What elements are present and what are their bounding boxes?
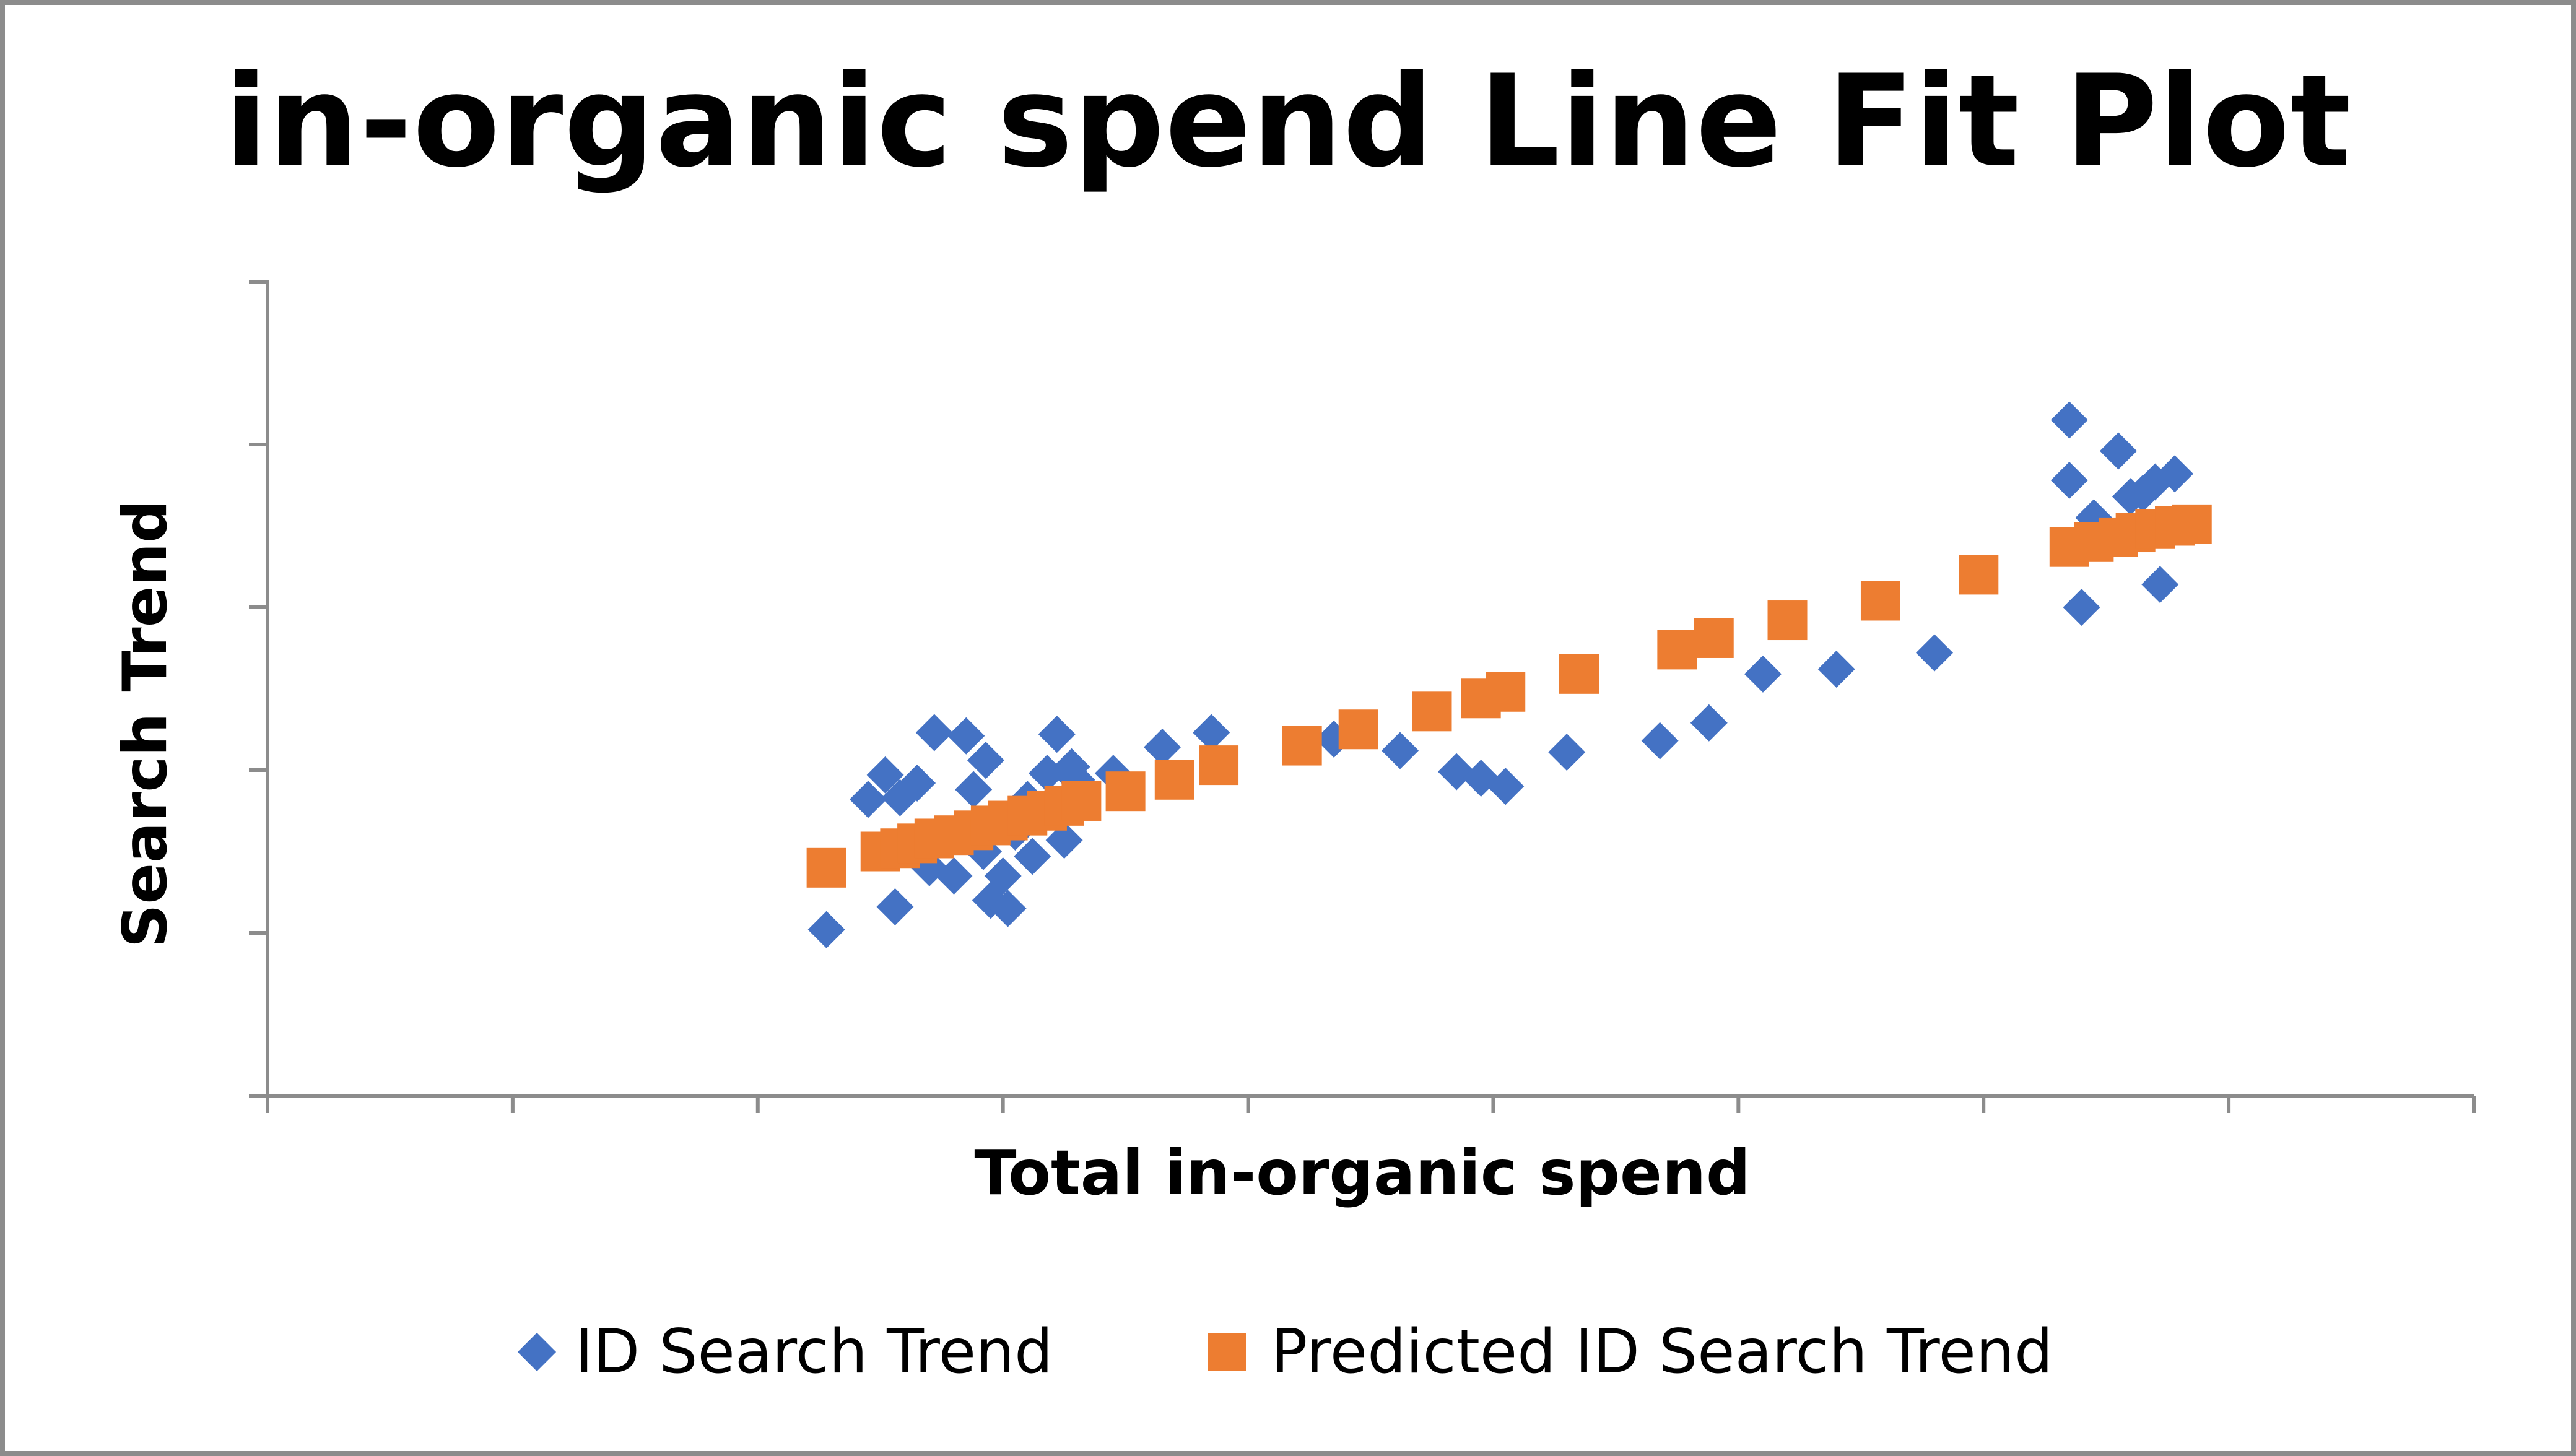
chart-title: in-organic spend Line Fit Plot bbox=[224, 48, 2352, 196]
data-point bbox=[967, 742, 1004, 779]
data-point bbox=[1548, 734, 1586, 771]
x-axis-title: Total in-organic spend bbox=[974, 1137, 1751, 1209]
data-point bbox=[1959, 555, 1999, 595]
legend: ID Search Trend Predicted ID Search Tren… bbox=[0, 1322, 2576, 1382]
data-point bbox=[1282, 726, 1322, 766]
data-point bbox=[2156, 455, 2194, 493]
data-point bbox=[955, 771, 993, 808]
series-predicted-id-search-trend bbox=[806, 504, 2212, 888]
data-point bbox=[2099, 432, 2137, 470]
data-point bbox=[866, 756, 904, 794]
data-point bbox=[947, 717, 985, 755]
data-point bbox=[1486, 672, 1526, 712]
data-point bbox=[1045, 821, 1083, 859]
data-point bbox=[876, 888, 914, 925]
data-point bbox=[807, 911, 845, 948]
data-point bbox=[2172, 504, 2212, 544]
data-point bbox=[1038, 716, 1076, 753]
data-point bbox=[1014, 838, 1051, 875]
data-point bbox=[1744, 655, 1782, 693]
data-point bbox=[849, 781, 887, 818]
square-marker-icon bbox=[1208, 1333, 1247, 1371]
data-point bbox=[1916, 634, 1954, 672]
data-point bbox=[2050, 461, 2088, 499]
legend-item-predicted-id-search-trend: Predicted ID Search Trend bbox=[1208, 1322, 2053, 1382]
data-point bbox=[2141, 566, 2179, 604]
data-point bbox=[1657, 630, 1697, 670]
data-point bbox=[1143, 729, 1181, 766]
data-point bbox=[1105, 771, 1146, 812]
legend-item-id-search-trend: ID Search Trend bbox=[517, 1317, 1053, 1387]
data-point bbox=[899, 765, 936, 802]
data-point bbox=[1641, 722, 1679, 760]
data-point bbox=[1487, 768, 1525, 805]
data-point bbox=[1817, 650, 1855, 688]
data-point bbox=[1338, 709, 1378, 750]
data-point bbox=[1559, 654, 1599, 694]
data-point bbox=[1767, 600, 1808, 641]
data-point bbox=[1382, 732, 1419, 769]
data-point bbox=[2050, 401, 2088, 439]
data-point bbox=[989, 890, 1027, 927]
data-point bbox=[915, 714, 953, 752]
data-point bbox=[1154, 760, 1194, 800]
legend-label: ID Search Trend bbox=[575, 1317, 1053, 1387]
legend-label: Predicted ID Search Trend bbox=[1271, 1317, 2053, 1387]
data-point bbox=[935, 857, 973, 895]
data-point bbox=[1690, 704, 1728, 742]
data-point bbox=[1412, 691, 1452, 732]
data-point bbox=[1199, 745, 1239, 786]
data-point bbox=[1193, 714, 1230, 752]
data-point bbox=[806, 847, 846, 888]
data-point bbox=[1860, 581, 1900, 621]
data-point bbox=[1061, 781, 1102, 821]
diamond-marker-icon bbox=[517, 1332, 556, 1372]
data-point bbox=[2063, 589, 2100, 626]
axes bbox=[249, 280, 2476, 1113]
data-point bbox=[1694, 618, 1734, 658]
